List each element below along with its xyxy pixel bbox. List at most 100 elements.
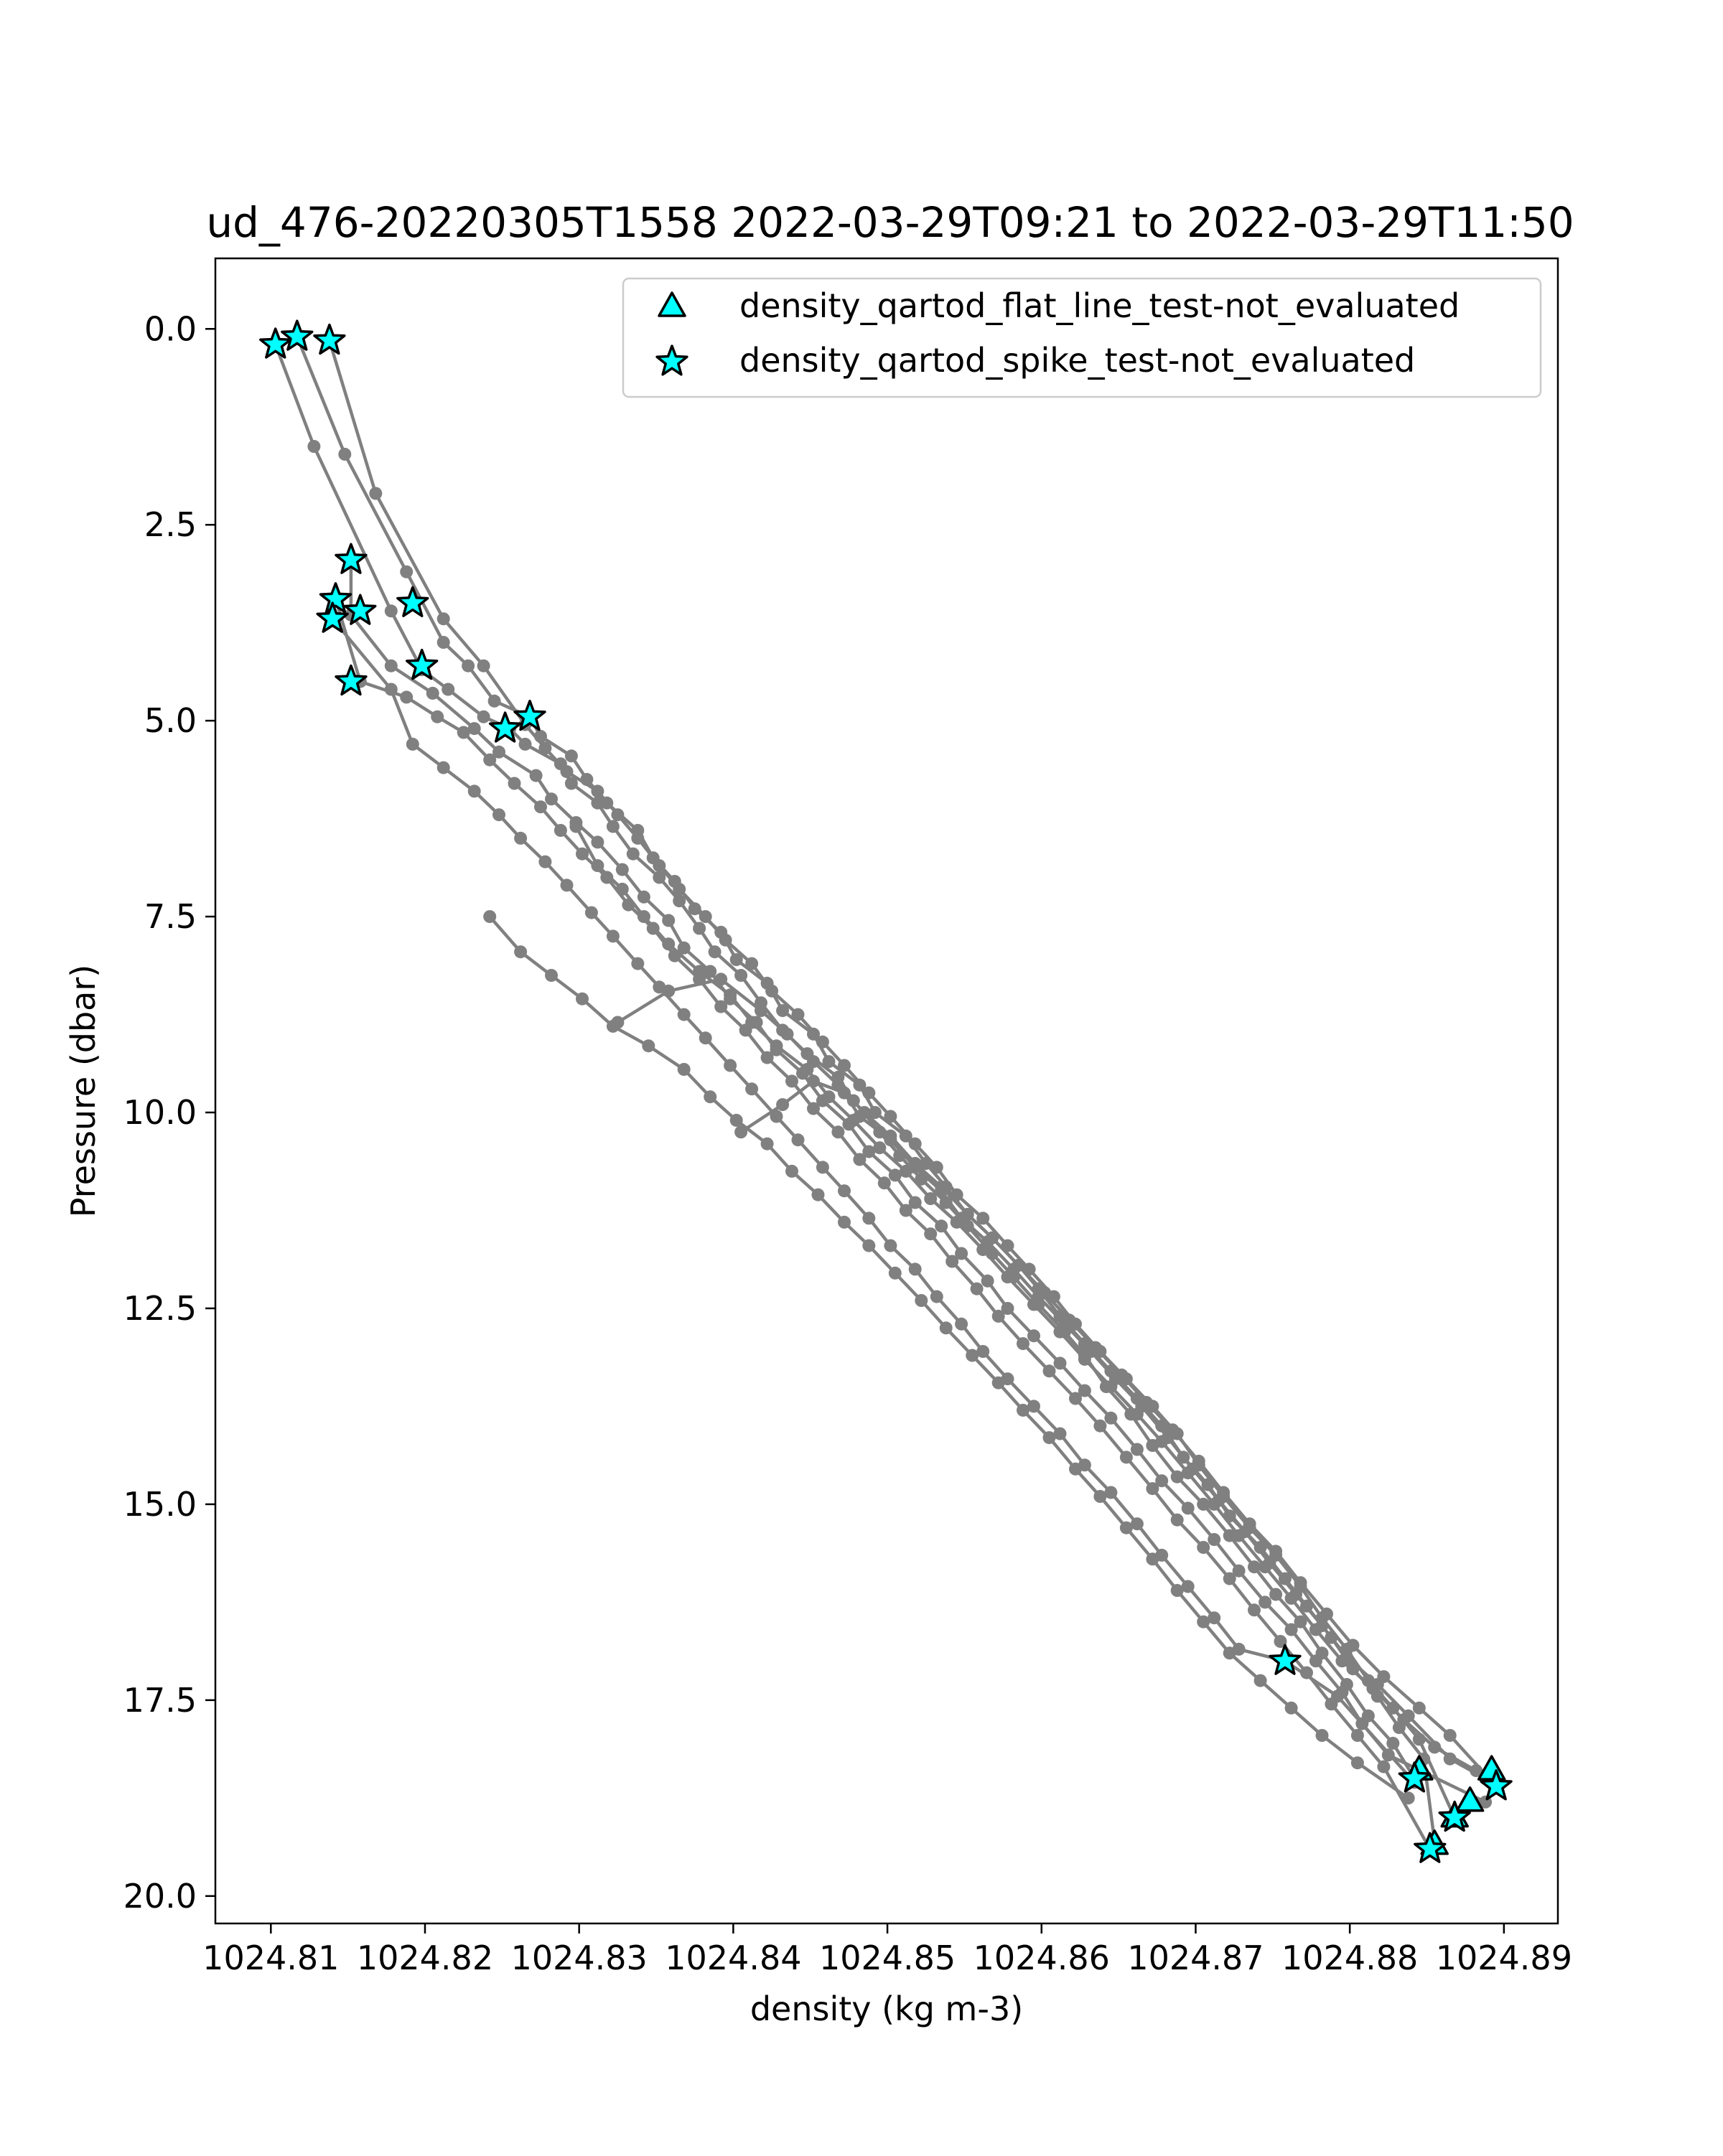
data-point bbox=[1284, 1623, 1298, 1636]
data-point bbox=[838, 1086, 851, 1100]
data-point bbox=[662, 914, 676, 927]
data-point bbox=[699, 910, 712, 924]
data-point bbox=[400, 690, 414, 704]
data-point bbox=[1208, 1533, 1221, 1546]
data-point bbox=[708, 945, 722, 959]
data-point bbox=[642, 1039, 655, 1053]
data-point bbox=[862, 1086, 876, 1100]
spike-test-marker bbox=[1398, 1761, 1432, 1793]
data-point bbox=[888, 1266, 902, 1280]
data-point bbox=[719, 933, 732, 947]
data-point bbox=[888, 1168, 902, 1182]
data-point bbox=[760, 1051, 774, 1064]
data-point bbox=[1248, 1603, 1261, 1617]
data-point bbox=[1331, 1689, 1344, 1703]
data-point bbox=[508, 777, 521, 790]
data-point bbox=[734, 1125, 748, 1139]
data-point bbox=[1042, 1431, 1056, 1445]
data-point bbox=[1197, 1497, 1210, 1511]
data-point bbox=[838, 1059, 851, 1072]
y-tick-label: 17.5 bbox=[123, 1681, 197, 1720]
data-point bbox=[1197, 1615, 1210, 1628]
data-point bbox=[560, 878, 574, 892]
data-point bbox=[714, 1000, 728, 1013]
data-point bbox=[1253, 1674, 1267, 1687]
legend-star-icon bbox=[655, 345, 688, 376]
y-tick-label: 0.0 bbox=[144, 309, 197, 348]
legend-triangle-marker bbox=[658, 291, 686, 317]
spike-test-marker bbox=[259, 327, 292, 359]
data-point bbox=[868, 1106, 882, 1119]
y-tick-label: 12.5 bbox=[123, 1289, 197, 1328]
spike-test-marker bbox=[396, 586, 429, 617]
data-point bbox=[908, 1262, 922, 1276]
data-point bbox=[1027, 1329, 1040, 1343]
x-tick-label: 1024.85 bbox=[819, 1939, 956, 1977]
data-point bbox=[653, 871, 666, 884]
data-point bbox=[606, 820, 620, 833]
data-point bbox=[924, 1192, 938, 1206]
x-tick-label: 1024.81 bbox=[202, 1939, 339, 1977]
data-point bbox=[1053, 1427, 1067, 1440]
data-point bbox=[1130, 1443, 1144, 1456]
data-point bbox=[662, 937, 676, 951]
data-point bbox=[529, 769, 543, 782]
data-point bbox=[436, 636, 450, 649]
data-point bbox=[534, 800, 547, 814]
data-point bbox=[955, 1247, 968, 1260]
data-point bbox=[816, 1161, 829, 1174]
data-point bbox=[1315, 1619, 1329, 1633]
y-tick-label: 15.0 bbox=[123, 1485, 197, 1524]
data-point bbox=[1032, 1290, 1045, 1303]
data-point bbox=[1294, 1576, 1307, 1590]
data-point bbox=[1238, 1525, 1252, 1539]
data-point bbox=[477, 710, 490, 723]
data-point bbox=[791, 1008, 805, 1021]
data-point bbox=[1001, 1302, 1014, 1315]
data-point bbox=[631, 957, 645, 970]
data-point bbox=[492, 808, 505, 822]
data-point bbox=[862, 1145, 876, 1158]
data-point bbox=[1170, 1584, 1184, 1597]
data-point bbox=[615, 863, 629, 876]
data-point bbox=[838, 1215, 851, 1229]
x-tick-label: 1024.82 bbox=[357, 1939, 493, 1977]
data-point bbox=[1058, 1317, 1071, 1331]
data-point bbox=[538, 855, 552, 868]
data-point bbox=[467, 784, 481, 798]
data-point bbox=[442, 683, 455, 696]
data-point bbox=[822, 1090, 836, 1104]
data-point bbox=[1223, 1529, 1236, 1542]
data-point bbox=[554, 824, 567, 837]
data-point bbox=[1146, 1482, 1159, 1496]
data-point bbox=[776, 1098, 790, 1112]
data-point bbox=[853, 1153, 867, 1166]
data-point bbox=[1401, 1709, 1415, 1723]
data-point bbox=[1377, 1760, 1391, 1773]
data-point bbox=[1208, 1611, 1221, 1625]
spike-test-marker bbox=[488, 711, 522, 743]
data-point bbox=[776, 1004, 790, 1018]
data-point bbox=[755, 1004, 767, 1018]
spike-test-marker bbox=[335, 543, 368, 574]
flat-line-test-marker bbox=[1455, 1786, 1485, 1812]
data-point bbox=[560, 765, 574, 779]
spike-test-marker bbox=[1480, 1769, 1513, 1801]
spike-test-marker bbox=[313, 323, 346, 355]
data-point bbox=[1371, 1678, 1384, 1691]
data-point bbox=[1294, 1615, 1307, 1628]
data-point bbox=[780, 1027, 794, 1041]
data-point bbox=[1181, 1501, 1195, 1515]
data-point bbox=[384, 604, 398, 618]
data-point bbox=[457, 726, 470, 739]
data-point bbox=[606, 929, 620, 943]
data-point bbox=[785, 1164, 798, 1178]
data-point bbox=[862, 1211, 876, 1225]
data-point bbox=[615, 882, 629, 896]
data-point bbox=[569, 820, 583, 833]
data-point bbox=[1269, 1545, 1283, 1558]
data-point bbox=[1186, 1462, 1200, 1476]
data-point bbox=[369, 487, 383, 500]
data-point bbox=[1146, 1552, 1159, 1566]
